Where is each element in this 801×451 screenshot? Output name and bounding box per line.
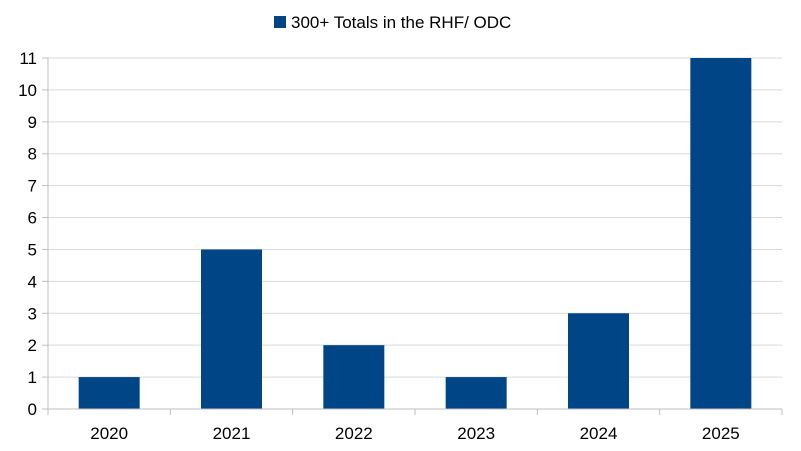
y-tick-label: 4 (28, 272, 37, 291)
x-tick-label: 2022 (335, 424, 373, 443)
y-tick-label: 10 (18, 81, 37, 100)
y-tick-label: 7 (28, 177, 37, 196)
bars (78, 58, 752, 409)
bar-2024 (568, 313, 629, 409)
y-axis-ticks: 0 1 2 3 4 5 6 7 8 9 10 11 (18, 49, 37, 419)
y-tick-label: 8 (28, 145, 37, 164)
gridlines (42, 57, 782, 410)
bar-2020 (78, 377, 140, 409)
x-axis-ticks: 2020 2021 2022 2023 2024 2025 (90, 424, 739, 443)
x-tick-label: 2021 (213, 424, 251, 443)
bar-2025 (690, 58, 752, 409)
x-tick-label: 2024 (580, 424, 618, 443)
legend: 300+ Totals in the RHF/ ODC (274, 13, 511, 32)
bar-2022 (323, 345, 385, 409)
x-tick-label: 2025 (702, 424, 740, 443)
bar-2021 (201, 249, 262, 409)
y-tick-label: 9 (28, 113, 37, 132)
y-tick-label: 3 (28, 304, 37, 323)
y-tick-label: 6 (28, 209, 37, 228)
y-tick-label: 11 (19, 49, 37, 68)
y-tick-label: 2 (28, 336, 37, 355)
x-tick-label: 2023 (457, 424, 495, 443)
legend-swatch (274, 16, 286, 28)
y-tick-label: 5 (28, 240, 37, 259)
x-axis (47, 58, 783, 415)
legend-label: 300+ Totals in the RHF/ ODC (291, 13, 511, 32)
bar-2023 (445, 377, 507, 409)
y-tick-label: 1 (28, 368, 37, 387)
x-tick-label: 2020 (90, 424, 128, 443)
y-tick-label: 0 (28, 400, 37, 419)
